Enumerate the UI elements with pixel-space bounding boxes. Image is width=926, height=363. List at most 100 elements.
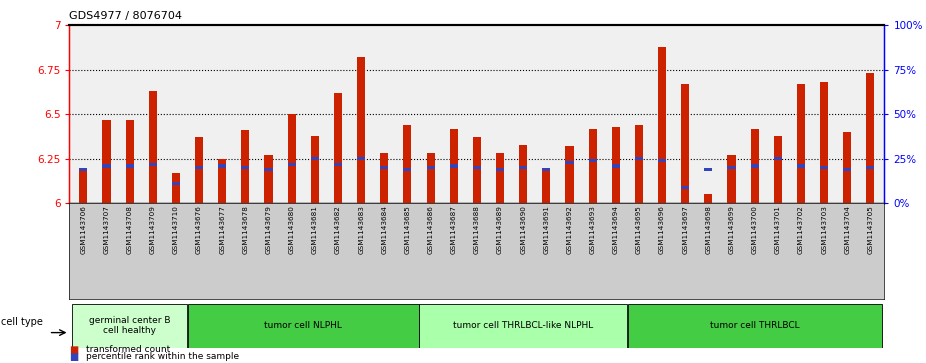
Bar <box>195 138 203 203</box>
FancyBboxPatch shape <box>188 303 419 348</box>
Bar <box>543 168 550 171</box>
Bar <box>797 84 805 203</box>
Bar <box>404 125 411 203</box>
Text: GSM1143691: GSM1143691 <box>544 205 549 254</box>
Text: GSM1143709: GSM1143709 <box>150 205 156 254</box>
Bar <box>867 166 874 169</box>
Bar <box>797 164 805 168</box>
Bar <box>751 129 758 203</box>
Text: GSM1143679: GSM1143679 <box>266 205 271 254</box>
Text: GSM1143710: GSM1143710 <box>173 205 179 254</box>
Bar <box>242 130 249 203</box>
Bar <box>589 159 596 162</box>
Bar <box>450 164 457 168</box>
Bar <box>519 144 527 203</box>
Bar <box>820 166 828 169</box>
Bar <box>219 159 226 203</box>
Bar <box>566 146 573 203</box>
Bar <box>80 168 87 171</box>
Bar <box>589 129 596 203</box>
Bar <box>265 168 272 171</box>
Bar <box>265 155 272 203</box>
Bar <box>543 168 550 203</box>
Text: GSM1143704: GSM1143704 <box>845 205 850 254</box>
Bar <box>473 138 481 203</box>
Bar <box>496 154 504 203</box>
Text: GSM1143689: GSM1143689 <box>497 205 503 254</box>
Text: GSM1143703: GSM1143703 <box>821 205 827 254</box>
Text: germinal center B
cell healthy: germinal center B cell healthy <box>89 316 170 335</box>
Bar <box>635 157 643 160</box>
Bar <box>311 157 319 160</box>
Bar <box>658 47 666 203</box>
Bar <box>219 164 226 168</box>
Text: GSM1143688: GSM1143688 <box>474 205 480 254</box>
Bar <box>126 164 133 168</box>
Text: GSM1143706: GSM1143706 <box>81 205 86 254</box>
Bar <box>774 136 782 203</box>
Text: GSM1143700: GSM1143700 <box>752 205 757 254</box>
Bar <box>149 91 156 203</box>
FancyBboxPatch shape <box>628 303 882 348</box>
Text: GSM1143686: GSM1143686 <box>428 205 433 254</box>
Text: GSM1143682: GSM1143682 <box>335 205 341 254</box>
Bar <box>242 166 249 169</box>
Text: GSM1143701: GSM1143701 <box>775 205 781 254</box>
Text: GSM1143678: GSM1143678 <box>243 205 248 254</box>
Text: GSM1143692: GSM1143692 <box>567 205 572 254</box>
Bar <box>149 163 156 166</box>
Bar <box>728 166 735 169</box>
Bar <box>80 168 87 203</box>
Bar <box>172 182 180 185</box>
Text: GSM1143699: GSM1143699 <box>729 205 734 254</box>
Bar <box>172 173 180 203</box>
Bar <box>427 154 434 203</box>
Bar <box>844 132 851 203</box>
Bar <box>751 164 758 168</box>
Text: GSM1143693: GSM1143693 <box>590 205 595 254</box>
Text: GSM1143687: GSM1143687 <box>451 205 457 254</box>
Bar <box>612 127 619 203</box>
Text: GSM1143702: GSM1143702 <box>798 205 804 254</box>
Bar <box>381 166 388 169</box>
Text: GSM1143696: GSM1143696 <box>659 205 665 254</box>
Bar <box>357 157 365 160</box>
Text: GSM1143676: GSM1143676 <box>196 205 202 254</box>
Text: GSM1143684: GSM1143684 <box>382 205 387 254</box>
Text: GSM1143690: GSM1143690 <box>520 205 526 254</box>
Bar <box>635 125 643 203</box>
Text: GSM1143707: GSM1143707 <box>104 205 109 254</box>
Bar <box>519 166 527 169</box>
Text: transformed count: transformed count <box>86 345 170 354</box>
Bar <box>473 166 481 169</box>
Bar <box>195 166 203 169</box>
Bar <box>427 166 434 169</box>
Text: GSM1143708: GSM1143708 <box>127 205 132 254</box>
Text: tumor cell THRLBCL: tumor cell THRLBCL <box>710 321 799 330</box>
Text: cell type: cell type <box>1 317 43 327</box>
Bar <box>566 161 573 164</box>
Bar <box>867 73 874 203</box>
FancyBboxPatch shape <box>419 303 627 348</box>
Bar <box>820 82 828 203</box>
Text: GSM1143695: GSM1143695 <box>636 205 642 254</box>
Bar <box>682 84 689 203</box>
Bar <box>311 136 319 203</box>
Text: ■: ■ <box>69 352 79 362</box>
Text: percentile rank within the sample: percentile rank within the sample <box>86 352 239 361</box>
Bar <box>288 114 295 203</box>
Text: GSM1143683: GSM1143683 <box>358 205 364 254</box>
Bar <box>288 163 295 166</box>
Text: GSM1143681: GSM1143681 <box>312 205 318 254</box>
Text: GSM1143705: GSM1143705 <box>868 205 873 254</box>
Bar <box>682 185 689 189</box>
Bar <box>450 129 457 203</box>
Bar <box>705 168 712 171</box>
Bar <box>658 159 666 162</box>
Text: tumor cell THRLBCL-like NLPHL: tumor cell THRLBCL-like NLPHL <box>453 321 594 330</box>
Bar <box>334 163 342 166</box>
Bar <box>612 164 619 168</box>
Bar <box>103 164 110 168</box>
Text: GSM1143677: GSM1143677 <box>219 205 225 254</box>
Bar <box>103 120 110 203</box>
